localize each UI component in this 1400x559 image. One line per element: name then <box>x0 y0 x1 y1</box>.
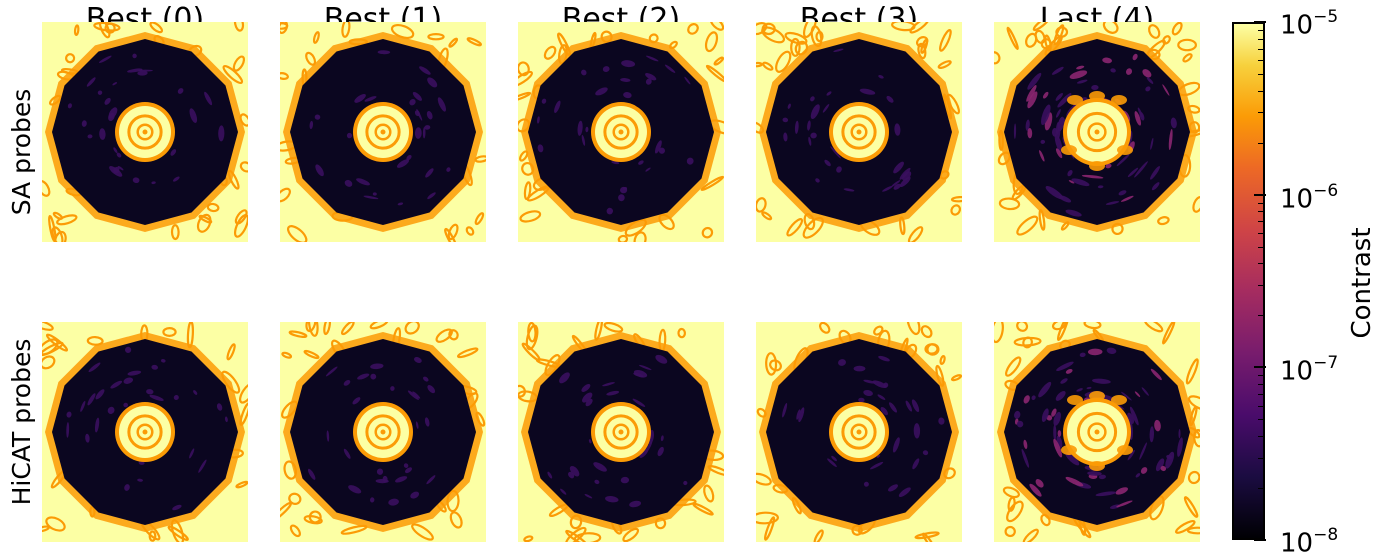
image-panel-svg <box>756 22 962 242</box>
colorbar-minor-tick <box>1258 90 1265 92</box>
image-panel-r1-c3 <box>756 322 962 542</box>
colorbar-minor-tick <box>1258 74 1265 75</box>
colorbar-minor-tick <box>1258 488 1265 489</box>
colorbar-minor-tick <box>1258 375 1265 377</box>
image-panel-r0-c3 <box>756 22 962 242</box>
colorbar-label: Contrast <box>1347 227 1377 339</box>
image-panel-svg <box>994 22 1200 242</box>
image-panel-svg <box>280 322 486 542</box>
image-panel-r0-c0 <box>42 22 248 242</box>
colorbar-minor-tick <box>1258 38 1265 40</box>
colorbar-major-tick <box>1254 21 1266 23</box>
colorbar-minor-tick <box>1258 221 1265 223</box>
colorbar-minor-tick <box>1258 233 1265 234</box>
image-panel-r1-c1 <box>280 322 486 542</box>
colorbar-major-tick <box>1254 193 1266 196</box>
row-label-sa-probes: SA probes <box>7 88 36 216</box>
image-panel-r0-c4 <box>994 22 1200 242</box>
image-panel-r1-c4 <box>994 322 1200 542</box>
colorbar-minor-tick <box>1258 436 1265 437</box>
colorbar-minor-tick <box>1258 48 1265 50</box>
colorbar-minor-tick <box>1258 285 1265 286</box>
colorbar-major-tick <box>1254 366 1266 369</box>
image-panel-svg <box>518 322 724 542</box>
image-panel-svg <box>994 322 1200 542</box>
colorbar-tick-label-1e-5: 10−5 <box>1280 7 1339 41</box>
image-panel-svg <box>756 322 962 542</box>
colorbar-minor-tick <box>1258 315 1265 317</box>
colorbar-minor-tick <box>1258 211 1265 213</box>
colorbar-tick-label-1e-6: 10−6 <box>1280 181 1339 215</box>
colorbar-tick-label-1e-8: 10−8 <box>1280 525 1339 559</box>
colorbar-major-tick <box>1254 539 1266 541</box>
colorbar-tick-label-1e-7: 10−7 <box>1280 353 1339 387</box>
colorbar-minor-tick <box>1258 202 1265 204</box>
image-panel-svg <box>42 22 248 242</box>
colorbar-minor-tick <box>1258 384 1265 386</box>
colorbar-minor-tick <box>1258 405 1265 407</box>
image-panel-r0-c2 <box>518 22 724 242</box>
colorbar-minor-tick <box>1258 112 1265 114</box>
image-panel-svg <box>280 22 486 242</box>
colorbar-minor-tick <box>1258 263 1265 265</box>
colorbar-minor-tick <box>1258 457 1265 459</box>
colorbar-minor-tick <box>1258 142 1265 144</box>
colorbar-minor-tick <box>1258 60 1265 62</box>
row-label-hicat-probes: HiCAT probes <box>7 338 36 506</box>
colorbar <box>1232 22 1265 540</box>
image-panel-r1-c2 <box>518 322 724 542</box>
image-panel-r1-c0 <box>42 322 248 542</box>
image-panel-svg <box>42 322 248 542</box>
image-panel-svg <box>518 22 724 242</box>
colorbar-minor-tick <box>1258 29 1265 31</box>
colorbar-minor-tick <box>1258 419 1265 421</box>
image-panel-r0-c1 <box>280 22 486 242</box>
colorbar-minor-tick <box>1258 246 1265 248</box>
colorbar-minor-tick <box>1258 394 1265 396</box>
